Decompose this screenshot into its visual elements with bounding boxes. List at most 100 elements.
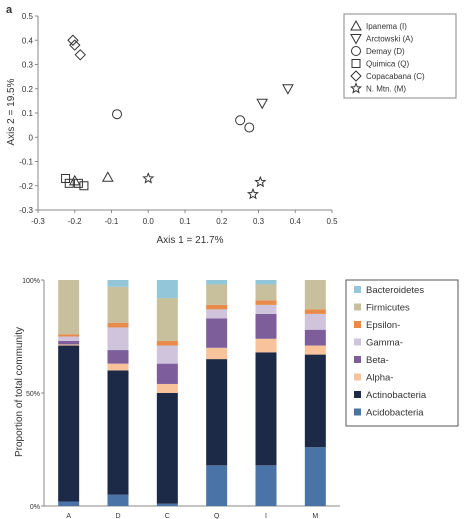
scatter-x-ticks: -0.3 -0.2 -0.1 0.0 0.1 0.2 0.3 0.4 0.5 — [31, 210, 338, 226]
bar-segment — [156, 280, 178, 299]
bar-segment — [304, 354, 326, 448]
bar-segment — [255, 304, 277, 314]
bar-segment — [255, 300, 277, 305]
stacked-bar-chart: A D C Q I M 0% 50% 100% Proportion of total com… — [14, 278, 459, 519]
scatter-x-axis-label: Axis 1 = 21.7% — [157, 235, 224, 246]
bar-segment — [156, 503, 178, 506]
scatter-x-tick-label: 0.5 — [326, 217, 338, 226]
bar-y-axis-label: Proportion of total community — [14, 327, 25, 457]
bar-legend-label: Gamma- — [366, 338, 403, 349]
bar-x-tick-label: A — [66, 513, 71, 519]
bar-segment — [206, 359, 228, 466]
legend-marker-square — [351, 59, 361, 68]
bar-legend-label: Bacteroidetes — [366, 285, 424, 296]
bar-y-tick-label: 0% — [30, 504, 40, 511]
bar-y-ticks: 0% 50% 100% — [22, 278, 44, 511]
bar-segment — [255, 284, 277, 301]
bar-x-tick-label: Q — [214, 513, 220, 519]
legend-marker-star — [349, 82, 363, 94]
bar-segment — [255, 313, 277, 339]
bar-segment — [304, 280, 326, 310]
bar-segment — [107, 350, 129, 364]
scatter-point-square — [64, 178, 74, 188]
scatter-y-tick-label: -0.1 — [19, 158, 33, 167]
scatter-point-square — [79, 181, 89, 191]
bar-segment — [304, 345, 326, 355]
panel-label: a — [6, 4, 13, 16]
bar-segment — [156, 383, 178, 393]
bar-x-tick-label: C — [165, 513, 170, 519]
bar-segment — [107, 370, 129, 495]
bar-segment — [58, 501, 80, 506]
bar-legend-swatch — [354, 338, 361, 346]
bar-segment — [58, 341, 80, 345]
scatter-x-tick-label: 0.3 — [253, 217, 265, 226]
scatter-point-square — [73, 178, 83, 188]
bar-legend-label: Actinobacteria — [366, 390, 427, 401]
bar-segment — [206, 309, 228, 319]
bar-legend-label: Acidobacteria — [366, 408, 424, 419]
scatter-legend: Ipanema (I) Arctowski (A) Demay (D) Quimica… — [343, 13, 457, 99]
bar-segment — [206, 465, 228, 506]
scatter-legend-label: Copacabana (C) — [366, 72, 425, 81]
bar-segment — [58, 344, 80, 346]
bar-segment — [58, 345, 80, 502]
bar-segment — [58, 334, 80, 337]
legend-marker-triangle-down — [350, 34, 362, 45]
scatter-point-triangle-up — [101, 171, 114, 182]
scatter-x-tick-label: 0.4 — [290, 217, 302, 226]
scatter-y-axis-label: Axis 2 = 19.5% — [6, 78, 17, 145]
bar-legend-swatch — [354, 356, 361, 363]
bar-legend-label: Beta- — [366, 355, 389, 366]
scatter-x-tick-label: 0.2 — [216, 217, 228, 226]
bar-x-tick-label: I — [265, 513, 267, 519]
bar-segment — [58, 336, 80, 342]
bar-legend-label: Epsilon- — [366, 320, 400, 331]
bar-legend-label: Alpha- — [366, 373, 393, 384]
scatter-y-tick-label: 0.2 — [22, 85, 34, 94]
bar-segment — [255, 465, 277, 506]
scatter-x-tick-label: -0.1 — [105, 217, 119, 226]
scatter-point-circle — [235, 115, 246, 126]
bar-segment — [156, 363, 178, 384]
bar-segment — [107, 327, 129, 351]
bar-segment — [107, 363, 129, 371]
bar-segment — [107, 280, 129, 287]
bar-legend: Bacteroidetes Firmicutes Epsilon- Gamma- Bet… — [345, 279, 459, 427]
scatter-y-tick-label: 0.3 — [22, 61, 34, 70]
bar-segment — [107, 286, 129, 323]
scatter-x-tick-label: 0.0 — [143, 217, 155, 226]
bar-legend-swatch — [354, 303, 361, 311]
bar-segment — [206, 280, 228, 285]
scatter-y-tick-label: -0.2 — [19, 182, 33, 191]
bar-segment — [255, 338, 277, 353]
scatter-point-star — [254, 175, 267, 188]
scatter-point-triangle-down — [256, 98, 269, 110]
legend-marker-circle — [351, 46, 361, 56]
scatter-y-tick-label: 0 — [29, 133, 34, 142]
bar-legend-swatch — [354, 321, 361, 328]
scatter-point-circle — [244, 122, 255, 133]
scatter-point-star — [142, 172, 155, 184]
bar-x-tick-label: D — [115, 513, 120, 519]
bar-y-tick-label: 50% — [26, 391, 40, 398]
bar-segment — [206, 284, 228, 305]
scatter-point-diamond — [74, 49, 86, 61]
legend-marker-triangle-up — [350, 19, 362, 31]
bar-segment — [58, 280, 80, 335]
scatter-y-tick-label: 0.4 — [22, 36, 34, 45]
scatter-x-tick-label: 0.1 — [179, 217, 191, 226]
scatter-point-star — [246, 187, 260, 200]
scatter-chart: -0.3 -0.2 -0.1 0.0 0.1 0.2 0.3 0.4 0.5 -0.3-0.2-… — [6, 12, 457, 246]
bar-legend-swatch — [354, 373, 361, 381]
scatter-legend-label: Quimica (Q) — [366, 60, 409, 69]
bar-segment — [107, 494, 129, 506]
scatter-point-triangle-down — [282, 84, 294, 95]
bar-segment — [304, 313, 326, 330]
scatter-y-tick-label: 0.5 — [22, 12, 34, 21]
scatter-point-diamond — [69, 39, 81, 51]
bar-segment — [255, 352, 277, 466]
scatter-legend-label: N. Mtn. (M) — [366, 85, 406, 94]
bar-segment — [304, 447, 326, 506]
